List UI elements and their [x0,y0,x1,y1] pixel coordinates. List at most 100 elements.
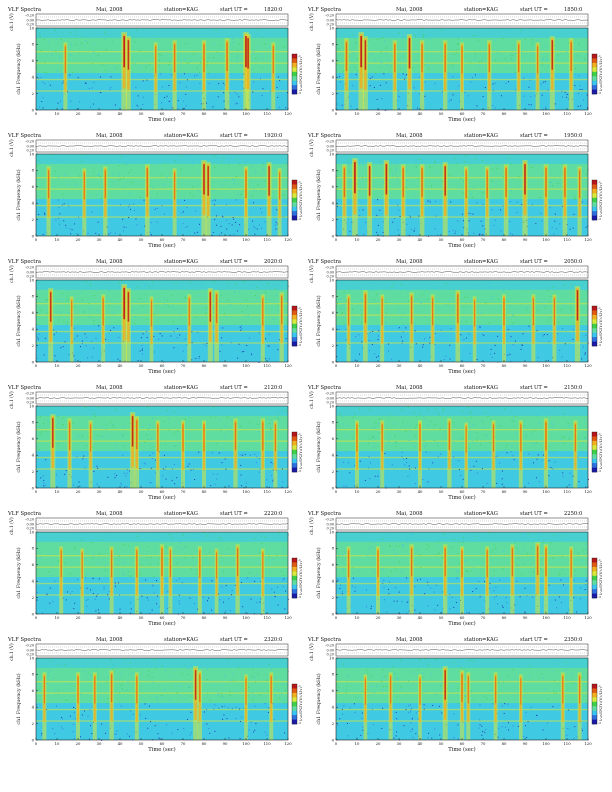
vlf-burst-core [536,546,539,575]
time-tick-label: 30 [397,237,402,242]
vlf-burst-core [444,44,446,73]
colorbar-label: log(PSD)(V²/Hz) [599,57,602,91]
freq-axis-label: ch1 Frequency (kHz) [15,673,22,724]
freq-axis-label: ch1 Frequency (kHz) [15,43,22,94]
vlf-burst-core [381,298,383,326]
time-tick-label: 30 [97,363,102,368]
header-station: station=KAG [164,511,198,517]
ch-axis-label: ch.1 (V) [10,391,15,409]
vlf-burst-core [270,676,272,704]
header-start-time: 2150:0 [564,385,582,391]
vlf-burst-core [199,674,201,703]
vlf-burst-core [274,424,276,452]
header-title: VLF Spectra [7,7,41,13]
time-tick-label: 80 [202,111,207,116]
ch-tick-label: -0.20 [25,644,34,648]
time-tick-label: 70 [181,489,186,494]
vlf-burst-core [83,172,85,200]
ch-tick-label: 0.20 [326,149,334,153]
panel-header: VLF Spectra Mai, 2008 station=KAG start UT … [307,259,582,265]
colorbar-tick-label: -1 [298,684,301,688]
vlf-burst-core [360,36,363,68]
vlf-burst-core [262,298,264,326]
colorbar-tick-label: -3 [298,595,301,599]
time-tick-label: 10 [355,615,360,620]
colorbar-label: log(PSD)(V²/Hz) [299,687,302,721]
freq-tick-label: 10 [329,25,334,30]
freq-tick-label: 10 [329,655,334,660]
freq-tick-label: 0 [32,107,35,112]
time-tick-label: 40 [118,363,123,368]
time-tick-label: 30 [97,489,102,494]
colorbar [291,683,298,725]
colorbar-tick-label: -1 [598,432,601,436]
header-start-label: start UT = [220,511,248,517]
time-tick-label: 0 [335,237,338,242]
colorbar-tick-label: -3 [298,217,301,221]
freq-tick-label: 8 [332,672,335,677]
ch1-waveform [35,649,289,651]
time-tick-label: 40 [118,615,123,620]
vlf-burst-core [488,44,490,73]
colorbar [291,179,298,221]
header-start-time: 1950:0 [564,133,582,139]
ch1-waveform [35,523,289,525]
freq-tick-label: 0 [32,233,35,238]
time-tick-label: 50 [439,615,444,620]
panel-header: VLF Spectra Mai, 2008 station=KAG start UT … [307,7,582,13]
vlf-burst-core [578,170,581,199]
time-axis-label: Time (sec) [448,116,475,123]
time-tick-label: 110 [563,741,571,746]
vlf-burst-core [551,40,554,70]
vlf-burst-core [174,172,176,200]
colorbar-label: log(PSD)(V²/Hz) [299,561,302,595]
vlf-burst-core [402,168,404,197]
vlf-burst-core [188,298,190,326]
ch-tick-label: 0.20 [326,401,334,405]
time-tick-label: 100 [542,363,550,368]
freq-tick-label: 0 [32,485,35,490]
header-start-label: start UT = [520,385,548,391]
time-tick-label: 120 [284,741,292,746]
freq-tick-label: 0 [332,233,335,238]
colorbar-tick-label: -3 [298,721,301,725]
vlf-burst-core [432,298,434,326]
vlf-burst-core [207,166,209,196]
time-tick-label: 20 [76,741,81,746]
header-date: Mai, 2008 [96,259,123,265]
time-tick-label: 20 [376,111,381,116]
ch1-strip-frame [35,13,289,27]
header-title: VLF Spectra [307,637,341,643]
time-axis-label: Time (sec) [448,368,475,375]
header-station: station=KAG [164,259,198,265]
header-station: station=KAG [164,637,198,643]
time-tick-label: 30 [397,363,402,368]
time-tick-label: 70 [181,741,186,746]
vlf-burst-core [364,294,367,323]
panel-header: VLF Spectra Mai, 2008 station=KAG start UT … [307,511,582,517]
vlf-burst-core [150,300,153,327]
vlf-burst-core [345,42,348,71]
panel-header: VLF Spectra Mai, 2008 station=KAG start UT … [307,133,582,139]
time-tick-label: 80 [502,363,507,368]
time-tick-label: 50 [439,237,444,242]
header-title: VLF Spectra [307,133,341,139]
time-tick-label: 90 [223,615,228,620]
time-tick-label: 60 [160,615,165,620]
ch-tick-label: -0.20 [325,644,334,648]
time-tick-label: 30 [97,111,102,116]
time-tick-label: 40 [118,111,123,116]
freq-axis-label: ch1 Frequency (kHz) [315,421,322,472]
time-axis-label: Time (sec) [448,620,475,627]
header-start-time: 2350:0 [564,637,582,643]
freq-tick-label: 10 [29,277,34,282]
time-tick-label: 40 [118,741,123,746]
time-tick-label: 30 [397,489,402,494]
ch-axis-label: ch.1 (V) [310,517,315,535]
header-title: VLF Spectra [307,259,341,265]
vlf-burst-core [570,42,572,71]
vlf-burst-core [421,168,423,197]
time-tick-label: 90 [223,111,228,116]
time-tick-label: 100 [242,111,250,116]
vlf-burst-core [505,168,507,197]
